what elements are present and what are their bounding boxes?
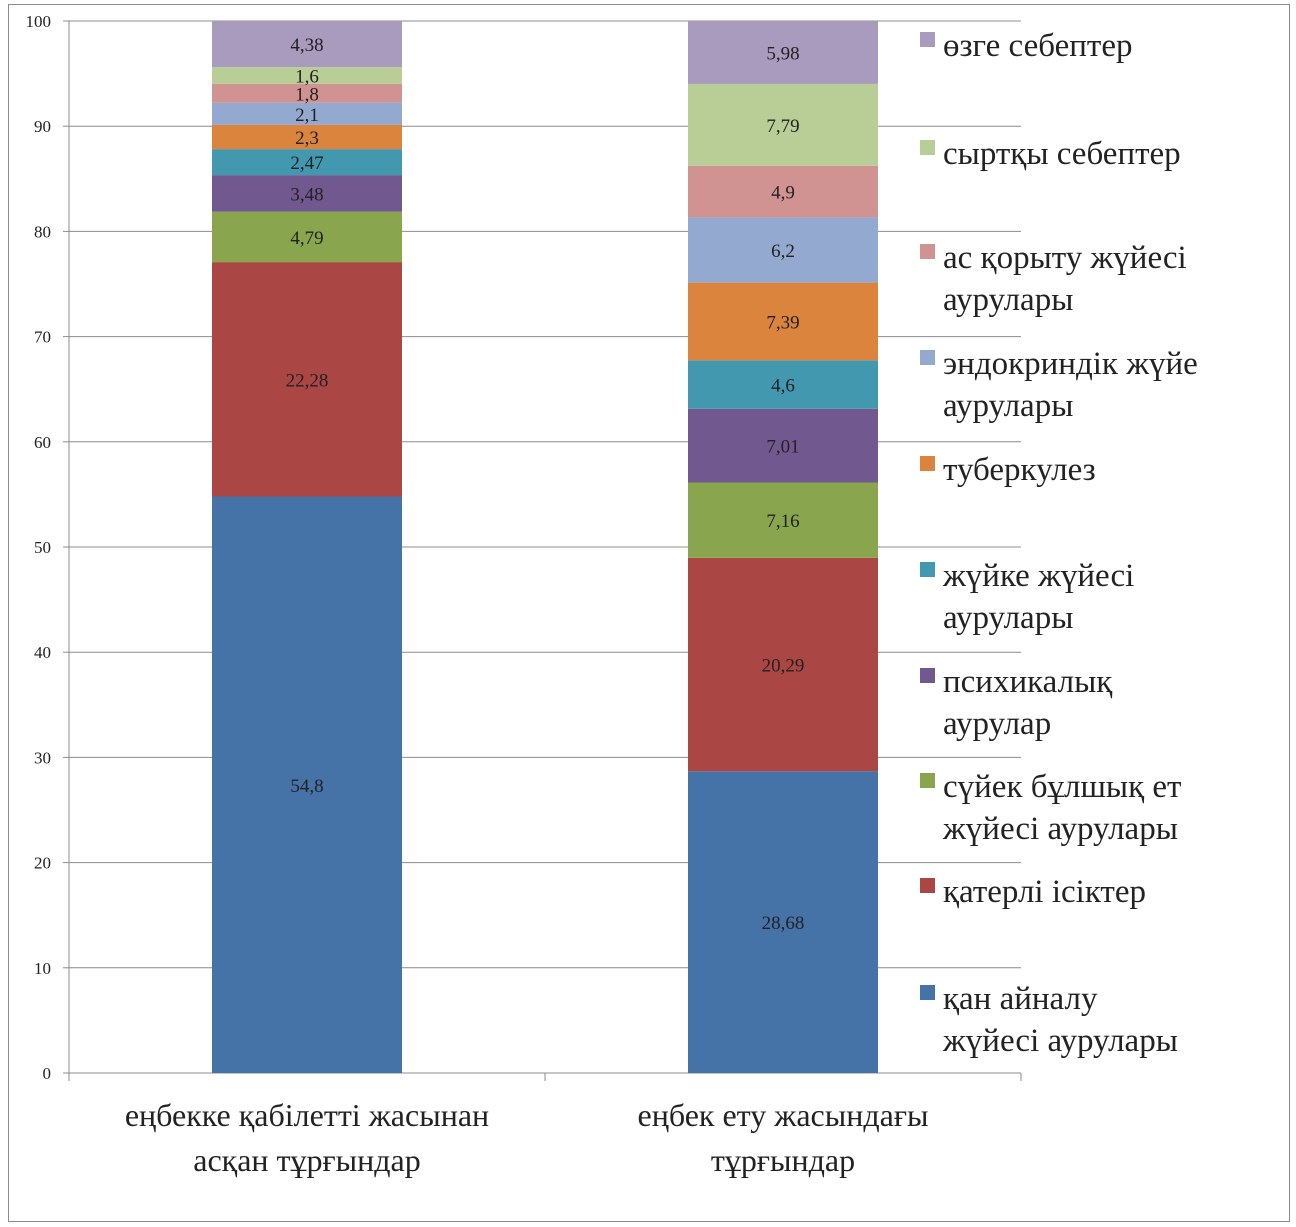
data-label: 6,2: [771, 241, 795, 262]
data-label: 3,48: [290, 184, 323, 205]
legend-swatch: [920, 985, 935, 1000]
legend-swatch: [920, 244, 935, 259]
data-label: 20,29: [762, 656, 805, 677]
legend-label: ас қорыту жүйесі: [943, 240, 1187, 276]
legend-label: аурулар: [943, 706, 1051, 742]
bar-segment: [688, 282, 878, 361]
bar-segment: [688, 408, 878, 483]
bar-segment: [212, 149, 402, 176]
data-label: 4,38: [290, 35, 323, 56]
legend-swatch: [920, 140, 935, 155]
legend-label: жүйесі аурулары: [942, 811, 1178, 847]
bar-segment: [212, 21, 402, 68]
data-label: 2,3: [295, 128, 319, 149]
x-category-label: асқан тұрғындар: [193, 1142, 421, 1178]
legend-label: аурулары: [943, 600, 1073, 636]
y-tick-label: 0: [43, 1064, 52, 1083]
data-label: 2,1: [295, 105, 319, 126]
bar-segment: [212, 83, 402, 103]
bar-segment: [212, 496, 402, 1073]
legend-swatch: [920, 456, 935, 471]
bar-segment: [212, 175, 402, 212]
data-label: 4,6: [771, 376, 795, 397]
data-label: 5,98: [766, 43, 799, 64]
bar-segment: [688, 83, 878, 166]
y-tick-label: 30: [34, 748, 51, 767]
data-label: 28,68: [762, 913, 805, 934]
data-label: 2,47: [290, 153, 323, 174]
legend-label: туберкулез: [943, 452, 1096, 488]
legend: өзге себептер сыртқы себептер ас қорыту жү…: [920, 28, 1198, 1059]
legend-label: психикалық: [943, 664, 1113, 700]
bar-segment: [688, 360, 878, 409]
grid-layer: [69, 20, 1021, 1074]
y-tick-label: 50: [34, 538, 51, 557]
legend-label: сүйек бұлшық ет: [943, 769, 1181, 805]
category-labels: еңбекке қабілетті жасынан асқан тұрғындар…: [125, 1097, 929, 1178]
legend-swatch: [920, 562, 935, 577]
legend-swatch: [920, 773, 935, 788]
legend-label: сыртқы себептер: [943, 136, 1181, 172]
bar-segment: [212, 211, 402, 263]
legend-label: өзге себептер: [943, 28, 1132, 64]
data-label: 4,9: [771, 183, 795, 204]
bar-segment: [212, 124, 402, 150]
data-label: 7,39: [766, 313, 799, 334]
legend-label: аурулары: [943, 282, 1073, 318]
data-label: 1,6: [295, 66, 319, 87]
y-tick-label: 90: [34, 117, 51, 136]
data-label: 54,8: [290, 776, 323, 797]
data-label: 7,16: [766, 511, 799, 532]
data-label: 7,79: [766, 116, 799, 137]
legend-label: эндокриндік жүйе: [943, 346, 1198, 382]
legend-label: қан айналу: [943, 981, 1098, 1017]
bars-layer: 54,8 22,28 4,79 3,48 2,47 2,32,11,81,6 4,38 28,…: [212, 21, 878, 1073]
bar-segment: [212, 262, 402, 497]
y-tick-label: 40: [34, 643, 51, 662]
x-category-label: еңбек ету жасындағы: [638, 1097, 929, 1133]
bar-segment: [688, 21, 878, 84]
bar-segment: [688, 217, 878, 283]
bar-segment: [688, 482, 878, 558]
bar-segment: [212, 67, 402, 84]
bar-segment: [688, 165, 878, 218]
legend-label: қатерлі ісіктер: [943, 874, 1146, 910]
x-category-label: тұрғындар: [711, 1142, 855, 1178]
data-label: 4,79: [290, 228, 323, 249]
y-tick-label: 10: [34, 959, 51, 978]
y-tick-label: 20: [34, 854, 51, 873]
data-label: 1,8: [295, 84, 319, 105]
y-tick-label: 80: [34, 222, 51, 241]
data-label: 7,01: [766, 437, 799, 458]
legend-label: аурулары: [943, 388, 1073, 424]
bar-segment: [688, 557, 878, 772]
legend-swatch: [920, 32, 935, 47]
legend-swatch: [920, 668, 935, 683]
y-tick-label: 60: [34, 433, 51, 452]
y-tick-label: 100: [26, 12, 52, 31]
bar-segment: [688, 771, 878, 1073]
bar-segment: [212, 102, 402, 125]
legend-swatch: [920, 878, 935, 893]
legend-label: жүйке жүйесі: [942, 558, 1134, 594]
legend-swatch: [920, 350, 935, 365]
legend-label: жүйесі аурулары: [942, 1023, 1178, 1059]
data-label: 22,28: [286, 370, 329, 391]
y-tick-label: 70: [34, 328, 51, 347]
x-category-label: еңбекке қабілетті жасынан: [125, 1097, 489, 1133]
